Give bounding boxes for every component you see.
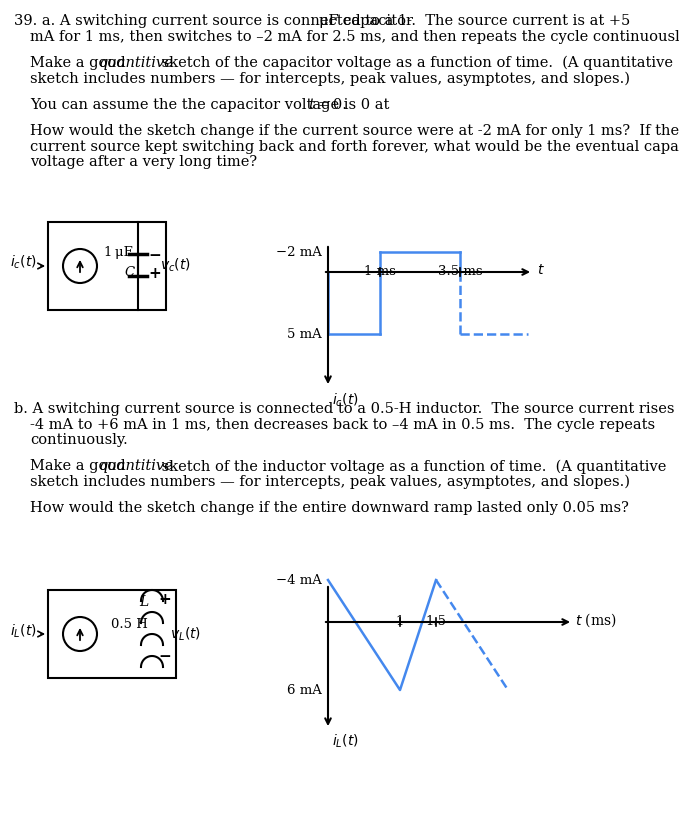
Text: sketch of the inductor voltage as a function of time.  (A quantitative: sketch of the inductor voltage as a func… — [157, 459, 666, 474]
Text: μF capacitor.  The source current is at +5: μF capacitor. The source current is at +… — [319, 14, 630, 28]
Text: 1 μF: 1 μF — [105, 246, 133, 259]
Text: sketch of the capacitor voltage as a function of time.  (A quantitative: sketch of the capacitor voltage as a fun… — [157, 55, 673, 71]
Text: $i_L(t)$: $i_L(t)$ — [332, 733, 359, 750]
Text: $t$ (ms): $t$ (ms) — [575, 612, 617, 629]
Text: $i_c(t)$: $i_c(t)$ — [332, 392, 359, 409]
Bar — [48, 222, 166, 310]
Text: voltage after a very long time?: voltage after a very long time? — [30, 155, 257, 169]
Text: sketch includes numbers — for intercepts, peak values, asymptotes, and slopes.): sketch includes numbers — for intercepts… — [30, 475, 630, 489]
Text: 5 mA: 5 mA — [287, 328, 322, 340]
Text: $i_c(t)$: $i_c(t)$ — [10, 254, 37, 270]
Text: How would the sketch change if the current source were at -2 mA for only 1 ms?  : How would the sketch change if the curre… — [30, 124, 679, 138]
Text: +: + — [148, 266, 161, 281]
Text: 0.5 H: 0.5 H — [111, 618, 148, 631]
Text: +: + — [158, 592, 170, 607]
Text: 1 ms: 1 ms — [364, 265, 396, 278]
Text: continuously.: continuously. — [30, 433, 128, 447]
Text: -4 mA to +6 mA in 1 ms, then decreases back to –4 mA in 0.5 ms.  The cycle repea: -4 mA to +6 mA in 1 ms, then decreases b… — [30, 417, 655, 432]
Text: $v_L(t)$: $v_L(t)$ — [170, 625, 201, 643]
Text: b. A switching current source is connected to a 0.5-H inductor.  The source curr: b. A switching current source is connect… — [14, 402, 679, 416]
Text: $i_L(t)$: $i_L(t)$ — [10, 622, 37, 640]
Circle shape — [63, 249, 97, 283]
Text: mA for 1 ms, then switches to –2 mA for 2.5 ms, and then repeats the cycle conti: mA for 1 ms, then switches to –2 mA for … — [30, 29, 679, 44]
Text: t: t — [308, 97, 314, 112]
Text: −: − — [148, 249, 161, 264]
Text: −2 mA: −2 mA — [276, 245, 322, 259]
Text: You can assume the the capacitor voltage is 0 at: You can assume the the capacitor voltage… — [30, 97, 394, 112]
Text: = 0.: = 0. — [315, 97, 347, 112]
Bar — [48, 590, 176, 678]
Text: 1: 1 — [396, 615, 404, 628]
Text: 6 mA: 6 mA — [287, 684, 322, 696]
Text: −: − — [158, 649, 170, 664]
Text: 1.5: 1.5 — [426, 615, 447, 628]
Circle shape — [63, 617, 97, 651]
Text: C: C — [125, 266, 135, 279]
Text: current source kept switching back and forth forever, what would be the eventual: current source kept switching back and f… — [30, 139, 679, 154]
Text: L: L — [139, 595, 148, 609]
Text: $t$: $t$ — [537, 263, 545, 277]
Text: Make a good: Make a good — [30, 55, 130, 70]
Text: $v_c(t)$: $v_c(t)$ — [160, 256, 191, 274]
Text: sketch includes numbers — for intercepts, peak values, asymptotes, and slopes.): sketch includes numbers — for intercepts… — [30, 71, 630, 86]
Text: How would the sketch change if the entire downward ramp lasted only 0.05 ms?: How would the sketch change if the entir… — [30, 501, 629, 515]
Text: quantitive: quantitive — [99, 459, 174, 474]
Text: quantitive: quantitive — [99, 55, 174, 70]
Text: Make a good: Make a good — [30, 459, 130, 474]
Text: −4 mA: −4 mA — [276, 574, 322, 586]
Text: 39. a. A switching current source is connected to a 1-: 39. a. A switching current source is con… — [14, 14, 412, 28]
Text: 3.5 ms: 3.5 ms — [438, 265, 482, 278]
